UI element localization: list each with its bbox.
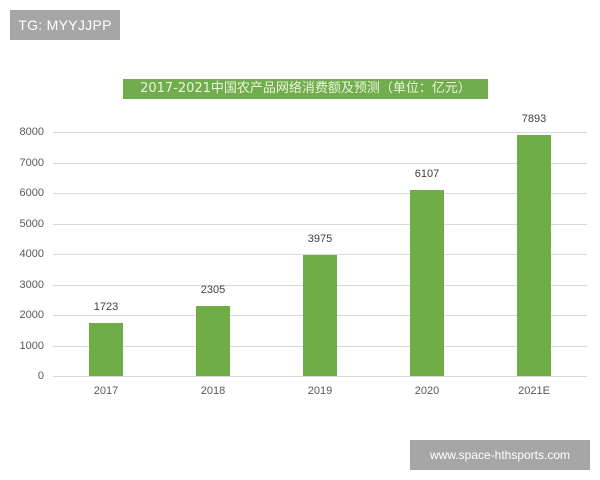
y-axis-tick-label: 0	[37, 370, 44, 382]
bar-value-label: 3975	[307, 233, 333, 245]
bar-2020	[410, 190, 444, 376]
x-axis-tick-label: 2021E	[518, 385, 550, 397]
bar-2017	[89, 323, 123, 376]
chart-title: 2017-2021中国农产品网络消费额及预测（单位：亿元）	[123, 79, 488, 99]
watermark-tg-badge: TG: MYYJJPP	[10, 10, 120, 40]
gridline	[53, 254, 587, 255]
y-axis-tick-label: 1000	[19, 340, 44, 352]
bar-2018	[196, 306, 230, 376]
y-axis-tick-label: 2000	[19, 309, 44, 321]
x-axis-tick-label: 2019	[307, 385, 333, 397]
gridline	[53, 193, 587, 194]
bar-2021E	[517, 135, 551, 376]
x-axis-tick-label: 2017	[93, 385, 119, 397]
x-axis-tick-label: 2018	[200, 385, 226, 397]
bar-value-label: 6107	[414, 168, 440, 180]
y-axis-tick-label: 6000	[19, 187, 44, 199]
y-axis-tick-label: 5000	[19, 218, 44, 230]
x-axis-tick-label: 2020	[414, 385, 440, 397]
bar-value-label: 7893	[521, 113, 547, 125]
gridline	[53, 132, 587, 133]
gridline	[53, 376, 587, 377]
y-axis-tick-label: 7000	[19, 157, 44, 169]
gridline	[53, 224, 587, 225]
bar-2019	[303, 255, 337, 376]
y-axis-tick-label: 4000	[19, 248, 44, 260]
gridline	[53, 163, 587, 164]
y-axis-tick-label: 8000	[19, 126, 44, 138]
bar-value-label: 2305	[200, 284, 226, 296]
watermark-url-badge: www.space-hthsports.com	[410, 440, 590, 470]
bar-value-label: 1723	[93, 301, 119, 313]
y-axis-tick-label: 3000	[19, 279, 44, 291]
